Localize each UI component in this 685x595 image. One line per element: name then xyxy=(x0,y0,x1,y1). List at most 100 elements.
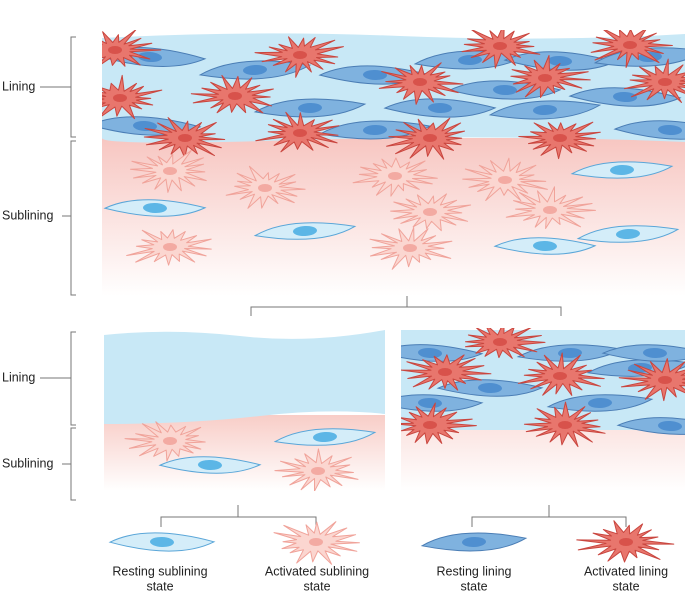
nucleus xyxy=(313,431,337,443)
activated-cell xyxy=(254,36,344,78)
nucleus xyxy=(610,164,634,176)
bracket xyxy=(40,36,76,138)
activated-cell xyxy=(102,30,162,67)
nucleus xyxy=(493,84,517,96)
nucleus xyxy=(163,437,177,445)
activated-cell xyxy=(401,354,492,391)
activated-cell xyxy=(624,58,685,103)
resting-cell xyxy=(401,344,484,362)
nucleus xyxy=(658,420,682,432)
activated-cell xyxy=(590,30,673,68)
activated-cell xyxy=(274,448,359,491)
nucleus xyxy=(543,206,557,214)
nucleus xyxy=(388,172,402,180)
resting-cell xyxy=(273,428,377,446)
resting-cell xyxy=(493,237,597,255)
activated-cell xyxy=(523,401,606,448)
lining-tissue xyxy=(104,330,385,424)
nucleus xyxy=(293,51,307,59)
resting-cell xyxy=(383,98,497,118)
resting-cell xyxy=(108,532,216,552)
nucleus xyxy=(198,459,222,471)
nucleus xyxy=(613,91,637,103)
bottom-right-cells xyxy=(401,328,685,448)
nucleus xyxy=(423,421,437,429)
legend-label: state xyxy=(146,579,173,593)
bottom-left-cells xyxy=(124,421,377,491)
cell-body xyxy=(624,58,685,103)
nucleus xyxy=(293,129,307,137)
cell-body xyxy=(618,358,685,402)
resting-cell xyxy=(158,456,262,474)
nucleus xyxy=(258,184,272,192)
resting-cell xyxy=(253,98,367,118)
cell-body xyxy=(102,30,162,67)
nucleus xyxy=(533,104,557,116)
nucleus xyxy=(493,338,507,346)
connector xyxy=(160,505,317,527)
label: Lining xyxy=(2,370,35,384)
nucleus xyxy=(413,78,427,86)
nucleus xyxy=(138,51,162,63)
bracket xyxy=(62,427,76,501)
nucleus xyxy=(163,167,177,175)
resting-cell xyxy=(613,120,685,140)
nucleus xyxy=(418,347,442,359)
label: Lining xyxy=(2,79,35,93)
resting-cell xyxy=(616,417,685,435)
nucleus xyxy=(658,78,672,86)
bracket xyxy=(40,331,76,426)
label: Sublining xyxy=(2,208,53,222)
nucleus xyxy=(462,536,486,548)
activated-cell xyxy=(465,328,546,359)
nucleus xyxy=(553,134,567,142)
activated-cell xyxy=(378,62,464,105)
resting-cell xyxy=(576,225,680,243)
cell-body xyxy=(102,74,163,120)
nucleus xyxy=(493,42,507,50)
activated-cell xyxy=(401,402,477,445)
nucleus xyxy=(623,41,637,49)
nucleus xyxy=(658,124,682,136)
nucleus xyxy=(143,202,167,214)
nucleus xyxy=(558,347,582,359)
nucleus xyxy=(553,372,567,380)
nucleus xyxy=(178,134,192,142)
activated-cell xyxy=(102,74,163,120)
activated-cell xyxy=(369,227,453,270)
legend-label: Activated sublining xyxy=(265,564,369,578)
nucleus xyxy=(458,54,482,66)
nucleus xyxy=(619,538,633,546)
nucleus xyxy=(643,347,667,359)
resting-cell xyxy=(488,100,602,120)
activated-cell xyxy=(390,193,472,232)
resting-cell xyxy=(103,199,207,217)
activated-cell xyxy=(461,30,541,69)
resting-cell xyxy=(546,394,654,412)
nucleus xyxy=(163,243,177,251)
activated-cell xyxy=(352,157,438,197)
resting-cell xyxy=(420,532,528,552)
nucleus xyxy=(243,64,267,76)
nucleus xyxy=(558,421,572,429)
nucleus xyxy=(403,244,417,252)
activated-cell xyxy=(505,186,596,229)
activated-cell xyxy=(255,111,340,153)
nucleus xyxy=(588,397,612,409)
nucleus xyxy=(293,225,317,237)
legend-label: state xyxy=(460,579,487,593)
legend-label: Resting sublining xyxy=(112,564,207,578)
nucleus xyxy=(498,176,512,184)
nucleus xyxy=(133,120,157,132)
resting-cell xyxy=(601,344,685,362)
activated-cell xyxy=(618,358,685,402)
nucleus xyxy=(418,397,442,409)
legend-label: state xyxy=(612,579,639,593)
legend-cells xyxy=(108,520,675,565)
nucleus xyxy=(309,538,323,546)
nucleus xyxy=(228,92,242,100)
activated-cell xyxy=(518,121,601,160)
nucleus xyxy=(423,134,437,142)
